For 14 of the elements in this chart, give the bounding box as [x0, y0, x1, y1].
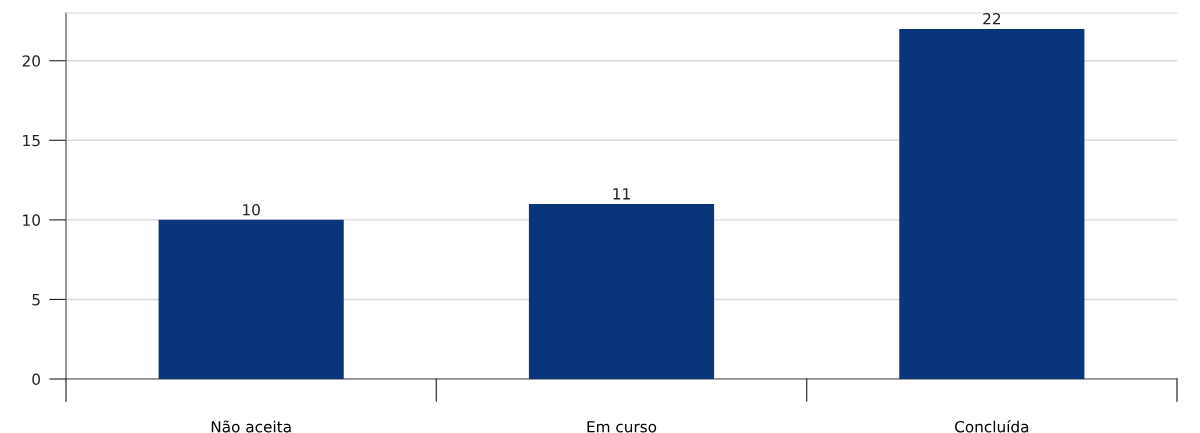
data-label: 22	[983, 13, 1001, 25]
x-tick-label: Não aceita	[211, 420, 291, 433]
y-tick-label: 0	[32, 373, 40, 386]
bar	[899, 28, 1085, 379]
x-tick-label: Em curso	[587, 421, 657, 433]
y-tick-label: 5	[32, 294, 40, 306]
x-tick-label: Concluída	[955, 420, 1029, 433]
y-tick-label: 10	[23, 214, 40, 226]
bar	[158, 219, 344, 379]
y-tick-label: 20	[22, 55, 40, 67]
data-label: 11	[613, 188, 630, 200]
y-tick-label: 15	[23, 134, 40, 147]
bar	[528, 203, 715, 379]
data-label: 10	[243, 203, 260, 216]
